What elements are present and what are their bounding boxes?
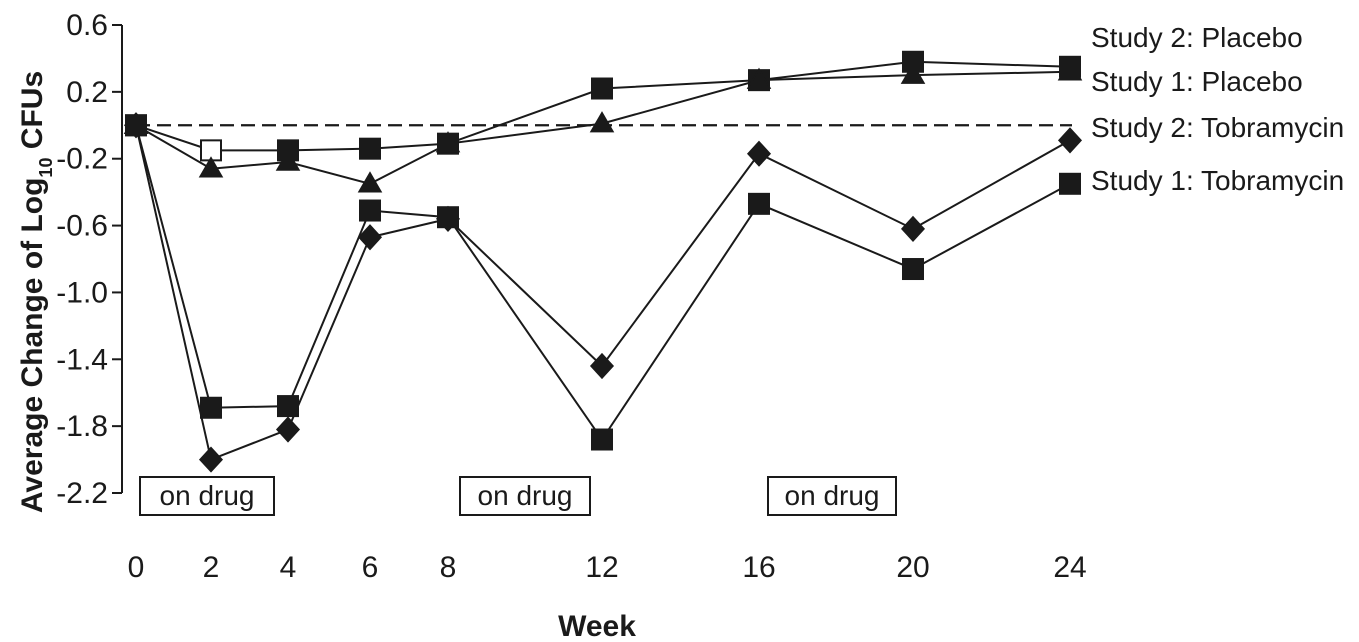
data-point bbox=[357, 171, 383, 193]
x-tick-label: 24 bbox=[1053, 551, 1086, 584]
data-point bbox=[275, 149, 301, 171]
legend-label: Study 2: Tobramycin bbox=[1091, 112, 1344, 143]
data-point bbox=[902, 258, 924, 281]
on-drug-label: on drug bbox=[478, 480, 573, 511]
data-point bbox=[1057, 59, 1083, 81]
y-axis-title: Average Change of Log10 CFUs bbox=[16, 71, 56, 513]
data-point bbox=[746, 140, 772, 167]
x-tick-label: 8 bbox=[440, 551, 457, 584]
on-drug-box: on drug bbox=[767, 476, 897, 516]
x-tick-label: 4 bbox=[280, 551, 297, 584]
data-point bbox=[437, 206, 459, 229]
data-point bbox=[1059, 172, 1081, 195]
on-drug-annotations: on drug on drug on drug bbox=[139, 476, 897, 516]
y-tick-label: -0.2 bbox=[56, 143, 108, 176]
data-point bbox=[357, 224, 383, 251]
y-tick-label: -1.8 bbox=[56, 410, 108, 443]
series-line bbox=[135, 125, 1071, 442]
legend-label: Study 1: Tobramycin bbox=[1091, 165, 1344, 196]
series-layer bbox=[123, 50, 1083, 473]
data-point bbox=[746, 67, 772, 89]
data-point bbox=[359, 199, 381, 222]
data-point bbox=[198, 156, 224, 178]
data-point bbox=[275, 416, 301, 443]
legend-label: Study 2: Placebo bbox=[1091, 22, 1303, 53]
on-drug-label: on drug bbox=[785, 480, 880, 511]
data-point bbox=[125, 114, 147, 137]
x-tick-label: 12 bbox=[585, 551, 618, 584]
data-point bbox=[1057, 127, 1083, 154]
y-tick-label: -0.6 bbox=[56, 210, 108, 243]
x-tick-label: 20 bbox=[896, 551, 929, 584]
x-tick-label: 16 bbox=[742, 551, 775, 584]
y-tick-label: 0.6 bbox=[66, 9, 108, 42]
legend-label: Study 1: Placebo bbox=[1091, 66, 1303, 97]
y-tick-label: -2.2 bbox=[56, 477, 108, 510]
data-point bbox=[748, 192, 770, 215]
data-point bbox=[591, 77, 613, 100]
data-point bbox=[359, 137, 381, 160]
data-point bbox=[591, 428, 613, 451]
x-tick-label: 6 bbox=[362, 551, 379, 584]
on-drug-box: on drug bbox=[139, 476, 275, 516]
on-drug-frame bbox=[139, 476, 275, 516]
y-tick-label: 0.2 bbox=[66, 76, 108, 109]
data-point bbox=[277, 395, 299, 418]
data-point bbox=[200, 396, 222, 419]
x-axis-title: Week bbox=[558, 610, 636, 642]
series-line bbox=[135, 125, 1071, 461]
on-drug-label: on drug bbox=[160, 480, 255, 511]
series-3 bbox=[123, 112, 1083, 473]
series-4 bbox=[125, 114, 1081, 451]
data-point bbox=[589, 352, 615, 380]
data-point bbox=[900, 215, 926, 243]
axes: 0.60.2-0.2-0.6-1.0-1.4-1.8-2.20 2 4 6 8 12 16 2… bbox=[56, 9, 1086, 584]
on-drug-frame bbox=[459, 476, 591, 516]
series-2 bbox=[123, 59, 1083, 193]
x-tick-label: 2 bbox=[203, 551, 220, 584]
series-1 bbox=[125, 50, 1081, 162]
y-tick-label: -1.0 bbox=[56, 276, 108, 309]
data-point bbox=[589, 111, 615, 133]
on-drug-frame bbox=[767, 476, 897, 516]
y-tick-label: -1.4 bbox=[56, 343, 108, 376]
data-point bbox=[435, 131, 461, 153]
x-tick-label: 0 bbox=[128, 551, 145, 584]
legend: Study 2: Placebo Study 1: Placebo Study 2:… bbox=[1091, 22, 1344, 196]
data-point bbox=[900, 62, 926, 84]
data-point bbox=[198, 446, 224, 473]
on-drug-box: on drug bbox=[459, 476, 591, 516]
